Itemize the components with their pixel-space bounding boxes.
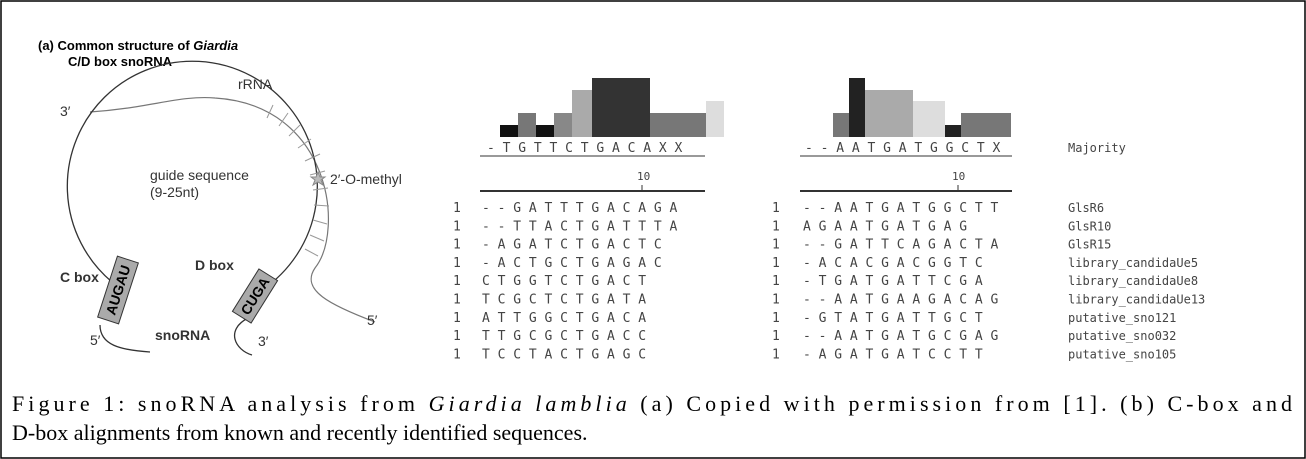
label: (9-25nt) <box>150 184 199 200</box>
row-start: 1 <box>772 311 780 326</box>
row-start: 1 <box>453 293 461 308</box>
label: snoRNA <box>155 327 210 343</box>
caption-italic: Giardia lamblia <box>429 391 627 416</box>
panel-title: (a) Common structure of Giardia <box>38 38 238 53</box>
majority-seq: -TGTTCTGACAXX <box>487 141 690 156</box>
row-start: 1 <box>453 238 461 253</box>
label: 2′-O-methyl <box>330 171 402 187</box>
d-box-seq: -AGATGATCCTT <box>803 347 991 362</box>
sequence-name: putative_sno121 <box>1068 311 1176 325</box>
c-box-seq: --GATTTGACAGA <box>482 201 685 216</box>
sequence-name: putative_sno032 <box>1068 329 1176 343</box>
alignment-rows: 1 --GATTTGACAGA 1 --AATGATGGCTT GlsR6 1 --TTAC… <box>453 201 1205 362</box>
sequence-name: putative_sno105 <box>1068 347 1176 361</box>
label: 3′ <box>60 103 71 119</box>
row-start: 1 <box>772 274 780 289</box>
title-text: (a) Common structure of <box>38 38 190 53</box>
d-box-seq: -TGATGATTCGA <box>803 274 991 289</box>
row-start: 1 <box>453 201 461 216</box>
caption: D-box alignments from known and recently… <box>12 420 588 445</box>
c-box-seq: TCGCTCTGATA <box>482 293 654 308</box>
row-start: 1 <box>772 329 780 344</box>
row-start: 1 <box>453 274 461 289</box>
label: D box <box>195 257 234 273</box>
title-italic: Giardia <box>193 38 238 53</box>
d-box-seq: --GATTCAGACTA <box>803 238 1006 253</box>
c-box-seq: TCCTACTGAGC <box>482 347 654 362</box>
sequence-name: GlsR6 <box>1068 201 1104 215</box>
figure: (a) Common structure of Giardia C/D box … <box>0 0 1306 459</box>
row-start: 1 <box>453 219 461 234</box>
c-box-seq: -ACTGCTGAGAC <box>482 256 670 271</box>
d-box-seq: -GTATGATTGCT <box>803 311 991 326</box>
row-start: 1 <box>453 311 461 326</box>
caption-text: Figure 1: snoRNA analysis from <box>12 391 415 416</box>
d-box-seq: AGAATGATGAG <box>803 219 975 234</box>
label: C box <box>60 269 99 285</box>
label: rRNA <box>238 76 273 92</box>
row-start: 1 <box>772 256 780 271</box>
row-start: 1 <box>772 293 780 308</box>
d-box-seq: --AATGAAGACAG <box>803 293 1006 308</box>
label: 5′ <box>367 312 378 328</box>
ruler-tick: 10 <box>637 170 650 183</box>
row-start: 1 <box>453 329 461 344</box>
majority-seq: --AATGATGGCTX <box>805 141 1008 156</box>
sequence-name: library_candidaUe13 <box>1068 293 1205 307</box>
d-box-seq: --AATGATGCGAG <box>803 329 1006 344</box>
label: guide sequence <box>150 167 249 183</box>
sequence-name: library_candidaUe5 <box>1068 256 1198 270</box>
ruler-tick: 10 <box>952 170 965 183</box>
c-box-seq: --TTACTGATTTA <box>482 219 685 234</box>
label: 3′ <box>258 333 269 349</box>
row-start: 1 <box>772 219 780 234</box>
c-box-seq: -AGATCTGACTC <box>482 238 670 253</box>
d-box-seq: --AATGATGGCTT <box>803 201 1006 216</box>
row-start: 1 <box>772 201 780 216</box>
row-start: 1 <box>453 256 461 271</box>
row-start: 1 <box>772 238 780 253</box>
label: 5′ <box>90 332 101 348</box>
c-box-seq: CTGGTCTGACT <box>482 274 654 289</box>
c-box-seq: TTGCGCTGACC <box>482 329 654 344</box>
majority-label: Majority <box>1068 141 1126 155</box>
sequence-name: GlsR10 <box>1068 219 1111 233</box>
row-start: 1 <box>453 347 461 362</box>
c-box-seq: ATTGGCTGACA <box>482 311 654 326</box>
row-start: 1 <box>772 347 780 362</box>
sequence-name: library_candidaUe8 <box>1068 274 1198 288</box>
d-box-seq: -ACACGACGGTC <box>803 256 991 271</box>
sequence-name: GlsR15 <box>1068 238 1111 252</box>
